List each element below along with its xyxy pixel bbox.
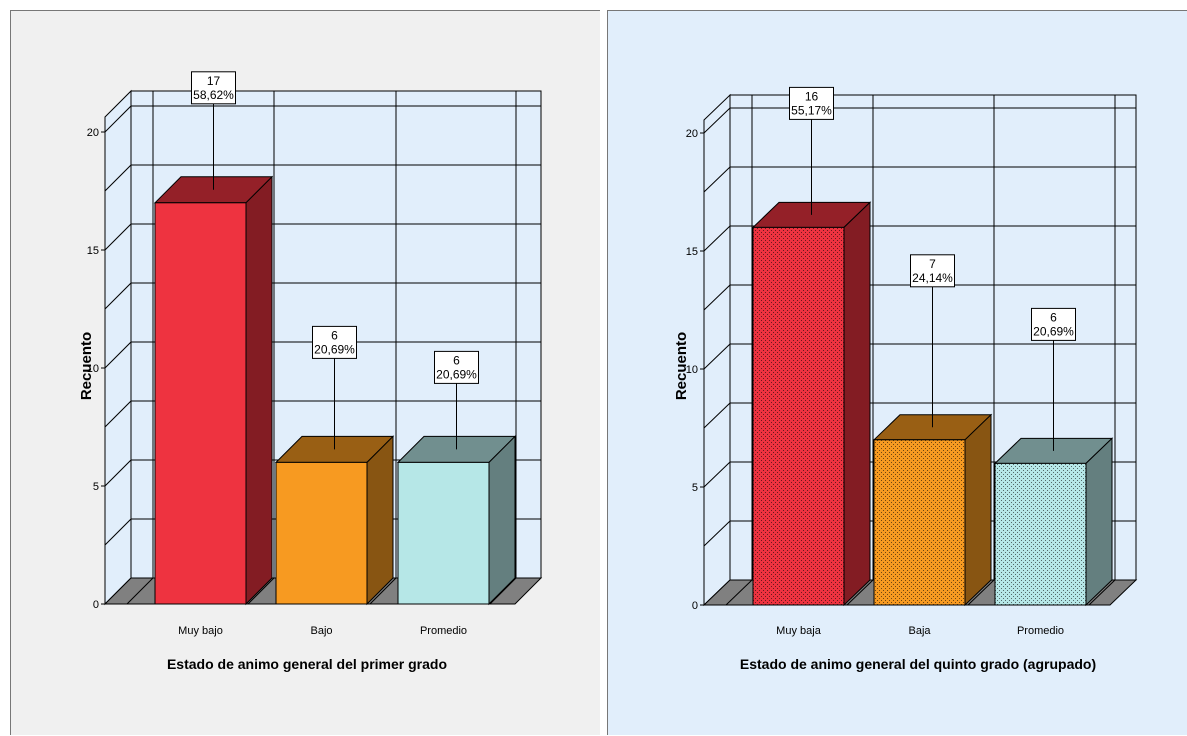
y-axis-title: Recuento <box>673 332 690 400</box>
grid-line-side <box>703 461 731 488</box>
data-label-percent: 24,14% <box>912 271 953 285</box>
callout-box <box>312 325 357 359</box>
data-label-count: 6 <box>1050 310 1057 324</box>
data-label-count: 6 <box>453 353 460 367</box>
x-category-label: Muy baja <box>776 625 822 637</box>
y-tick-label: 10 <box>87 363 99 375</box>
y-tick-label: 0 <box>93 599 99 611</box>
grid-line-side <box>104 164 132 192</box>
data-label-percent: 20,69% <box>1033 324 1074 338</box>
grid-line-side <box>104 341 132 369</box>
grid-line-side <box>104 459 132 487</box>
y-tick-label: 5 <box>93 481 99 493</box>
y-axis-title: Recuento <box>78 332 95 400</box>
grid-line-side <box>703 343 731 370</box>
side-wall <box>104 89 132 606</box>
floor-divider <box>489 577 517 605</box>
data-label-percent: 20,69% <box>436 367 477 381</box>
x-category-label: Baja <box>908 625 931 637</box>
chart-panel-primer-grado: 0 5 10 15 20 Recuento Muy bajo 17 58,62% Bajo 6 20,… <box>10 10 600 735</box>
y-tick-label: 10 <box>686 364 698 376</box>
grid-line-side <box>703 107 731 134</box>
data-label-percent: 20,69% <box>314 342 355 356</box>
chart-panel-quinto-grado: 0 5 10 15 20 Recuento Muy baja 16 55,17% Baja 7 24,… <box>607 10 1187 735</box>
floor-divider <box>846 579 874 606</box>
y-tick-label: 20 <box>686 128 698 140</box>
data-label-count: 17 <box>207 74 221 88</box>
callout-box <box>191 71 236 105</box>
y-tick-label: 5 <box>692 482 698 494</box>
data-label-percent: 58,62% <box>193 88 234 102</box>
y-tick-label: 20 <box>87 127 99 139</box>
data-label-percent: 55,17% <box>791 103 832 117</box>
callout-box <box>910 254 955 288</box>
y-tick-label: 0 <box>692 600 698 612</box>
bar-promedio <box>396 435 517 606</box>
data-label-count: 7 <box>929 257 936 271</box>
floor-divider <box>967 579 995 606</box>
grid-line-side <box>703 284 731 311</box>
x-category-label: Promedio <box>1017 625 1064 637</box>
floor-divider <box>1088 579 1116 606</box>
grid-line-side <box>104 400 132 428</box>
floor-divider <box>126 577 154 605</box>
side-wall <box>703 93 731 607</box>
data-label-count: 16 <box>805 89 819 103</box>
x-category-label: Bajo <box>310 625 332 637</box>
grid-line-side <box>703 520 731 547</box>
callout-box <box>789 86 834 120</box>
y-tick-label: 15 <box>686 246 698 258</box>
grid-line-side <box>104 105 132 133</box>
x-axis-title: Estado de animo general del primer grado <box>167 656 447 672</box>
grid-line-side <box>104 518 132 546</box>
grid-line-side <box>104 282 132 310</box>
y-tick-label: 15 <box>87 245 99 257</box>
bar-muy-baja <box>751 201 872 607</box>
grid-line-side <box>703 402 731 429</box>
bar-muy-bajo <box>153 175 274 606</box>
bar-promedio <box>993 437 1114 607</box>
floor-divider <box>725 579 753 606</box>
callout-box <box>434 350 479 384</box>
grid-line-side <box>703 166 731 193</box>
grid-line-side <box>703 225 731 252</box>
x-axis-title: Estado de animo general del quinto grado… <box>740 656 1096 672</box>
floor-divider <box>247 577 275 605</box>
x-category-label: Promedio <box>420 625 467 637</box>
callout-box <box>1031 307 1076 341</box>
bar-bajo <box>274 435 395 606</box>
x-category-label: Muy bajo <box>178 625 223 637</box>
data-label-count: 6 <box>331 328 338 342</box>
bar-baja <box>872 413 993 607</box>
floor-divider <box>369 577 397 605</box>
grid-line-side <box>104 223 132 251</box>
